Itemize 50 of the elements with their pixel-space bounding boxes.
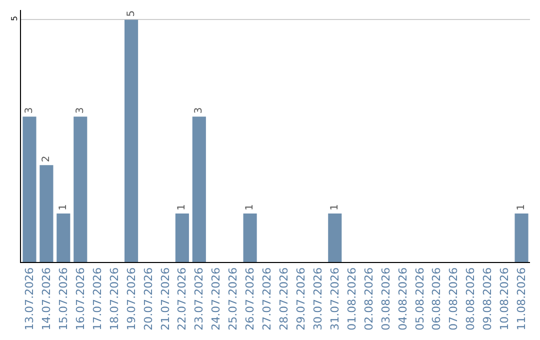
x-tick-label: 08.08.2026 [464,267,478,330]
bar [22,116,36,262]
x-tick-label: 31.07.2026 [328,267,342,330]
x-tick-label: 06.08.2026 [430,267,444,330]
data-label: 1 [58,204,69,211]
bar [56,214,70,262]
x-tick-label: 17.07.2026 [90,267,104,330]
x-tick-label: 05.08.2026 [413,267,426,330]
x-tick-label: 18.07.2026 [108,267,121,330]
bar [514,214,528,262]
data-label: 5 [126,10,137,17]
data-label: 1 [516,204,528,211]
bar [192,116,206,262]
bar [124,20,138,262]
x-tick-label: 22.07.2026 [176,267,189,330]
x-tick-label: 15.07.2026 [56,267,70,330]
x-tick-label: 11.08.2026 [515,267,528,330]
x-tick-label: 01.08.2026 [345,267,358,330]
x-tick-label: 02.08.2026 [362,267,376,330]
x-tick-label: 19.07.2026 [124,267,138,330]
bar [74,116,88,262]
x-tick-label: 10.08.2026 [498,267,512,330]
bar [243,214,257,262]
data-label: 2 [40,156,52,162]
x-tick-label: 09.08.2026 [481,267,494,330]
x-tick-label: 23.07.2026 [192,267,206,330]
x-tick-label: 28.07.2026 [278,267,291,330]
x-tick-label: 03.08.2026 [379,267,392,330]
x-tick-label: 20.07.2026 [142,267,155,330]
x-tick-label: 25.07.2026 [226,267,240,330]
data-label: 1 [176,204,188,211]
x-tick-label: 29.07.2026 [294,267,308,330]
bar [328,214,342,262]
bar [175,214,189,262]
bar [40,165,54,262]
x-tick-label: 24.07.2026 [210,267,223,330]
data-label: 3 [74,107,86,114]
x-tick-label: 14.07.2026 [40,267,54,330]
x-tick-label: 04.08.2026 [396,267,410,330]
x-tick-label: 16.07.2026 [74,267,87,330]
x-tick-label: 13.07.2026 [23,267,36,330]
data-label: 1 [244,204,256,211]
x-tick-label: 27.07.2026 [260,267,274,330]
x-tick-label: 26.07.2026 [244,267,257,330]
x-tick-label: 30.07.2026 [311,267,324,330]
data-label: 3 [194,107,205,114]
x-tick-label: 21.07.2026 [158,267,172,330]
x-tick-label: 07.08.2026 [447,267,460,330]
data-label: 1 [329,204,340,211]
data-label: 3 [24,107,35,114]
